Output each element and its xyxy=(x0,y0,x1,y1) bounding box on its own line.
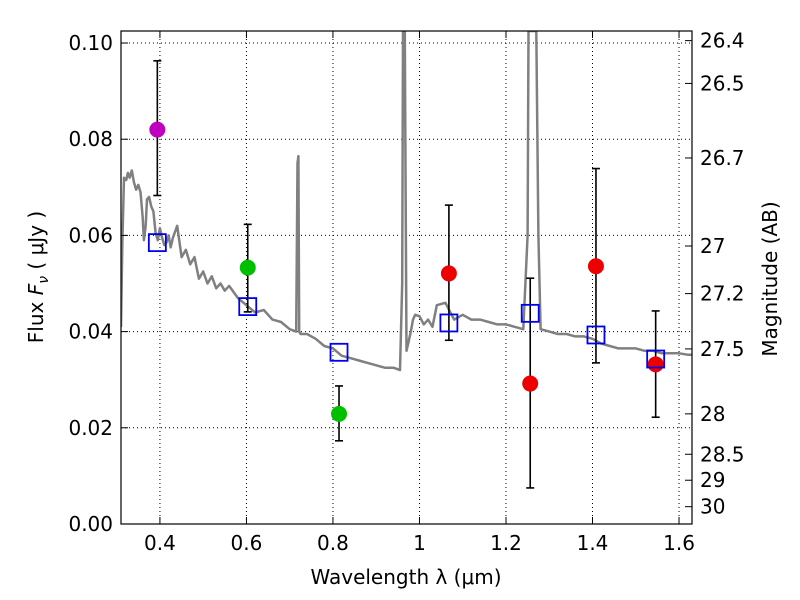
mag-tick-label: 27.2 xyxy=(700,282,745,306)
magnitude-axis-ticks: 26.4 26.5 26.7 27 27.2 27.5 28 28.529 30 xyxy=(685,29,745,519)
y-axis-title-prefix: Flux xyxy=(24,295,48,343)
mag-tick-label: 27.5 xyxy=(700,337,745,361)
x-tick-label: 0.6 xyxy=(231,531,263,555)
model-points xyxy=(147,233,666,369)
mag-tick-label: 26.7 xyxy=(700,146,745,170)
y-tick-label: 0.02 xyxy=(68,416,113,440)
y-axis-title: Flux Fν ( μJy ) xyxy=(24,211,52,343)
x-tick-label: 1.4 xyxy=(577,531,609,555)
y-axis-title-unit: ( μJy ) xyxy=(24,211,48,276)
mag-tick-label: 27 xyxy=(700,234,725,258)
observed-point-red xyxy=(440,265,457,282)
mag-tick-label: 26.4 xyxy=(700,29,745,53)
y-tick-label: 0.04 xyxy=(68,320,113,344)
observed-point-red xyxy=(647,356,664,373)
y-tick-label: 0.08 xyxy=(68,127,113,151)
y-tick-label: 0.10 xyxy=(68,31,113,55)
mag-tick-label: 30 xyxy=(700,495,725,519)
y2-axis-title: Magnitude (AB) xyxy=(758,201,782,356)
observed-point-magenta xyxy=(149,121,166,138)
model-point xyxy=(238,297,258,316)
mag-tick-label: 26.5 xyxy=(700,71,745,95)
x-tick-label: 1.2 xyxy=(490,531,522,555)
x-tick-label: 1 xyxy=(413,531,426,555)
x-tick-label: 0.8 xyxy=(317,531,349,555)
mag-tick-label: 29 xyxy=(700,468,725,492)
mag-tick-label: 28 xyxy=(700,402,725,426)
model-point xyxy=(520,303,540,323)
y-tick-label: 0.06 xyxy=(68,223,113,247)
observed-point-green xyxy=(331,405,348,422)
y-axis-title-symbol: F xyxy=(24,283,48,295)
x-tick-label: 0.4 xyxy=(144,531,176,555)
model-point xyxy=(439,313,459,333)
model-point xyxy=(329,342,349,362)
y-axis-title-subscript: ν xyxy=(36,276,52,284)
y-tick-label: 0.00 xyxy=(68,512,113,536)
spectrum-line xyxy=(121,31,692,372)
observed-point-red xyxy=(522,375,539,392)
observed-point-red xyxy=(587,258,604,275)
mag-tick-label: 28.5 xyxy=(700,442,745,466)
model-point xyxy=(646,349,666,369)
x-tick-label: 1.6 xyxy=(663,531,695,555)
plot-area xyxy=(121,31,692,489)
model-point xyxy=(147,233,167,253)
y-axis-ticks: 0.00 0.02 0.04 0.06 0.08 0.10 xyxy=(68,31,128,536)
x-axis-ticks: 0.4 0.6 0.8 1 1.2 1.4 1.6 xyxy=(144,31,695,555)
x-axis-title: Wavelength λ (μm) xyxy=(310,565,501,589)
model-point xyxy=(586,325,606,345)
plot-frame xyxy=(120,30,693,525)
observed-point-green xyxy=(239,259,256,276)
